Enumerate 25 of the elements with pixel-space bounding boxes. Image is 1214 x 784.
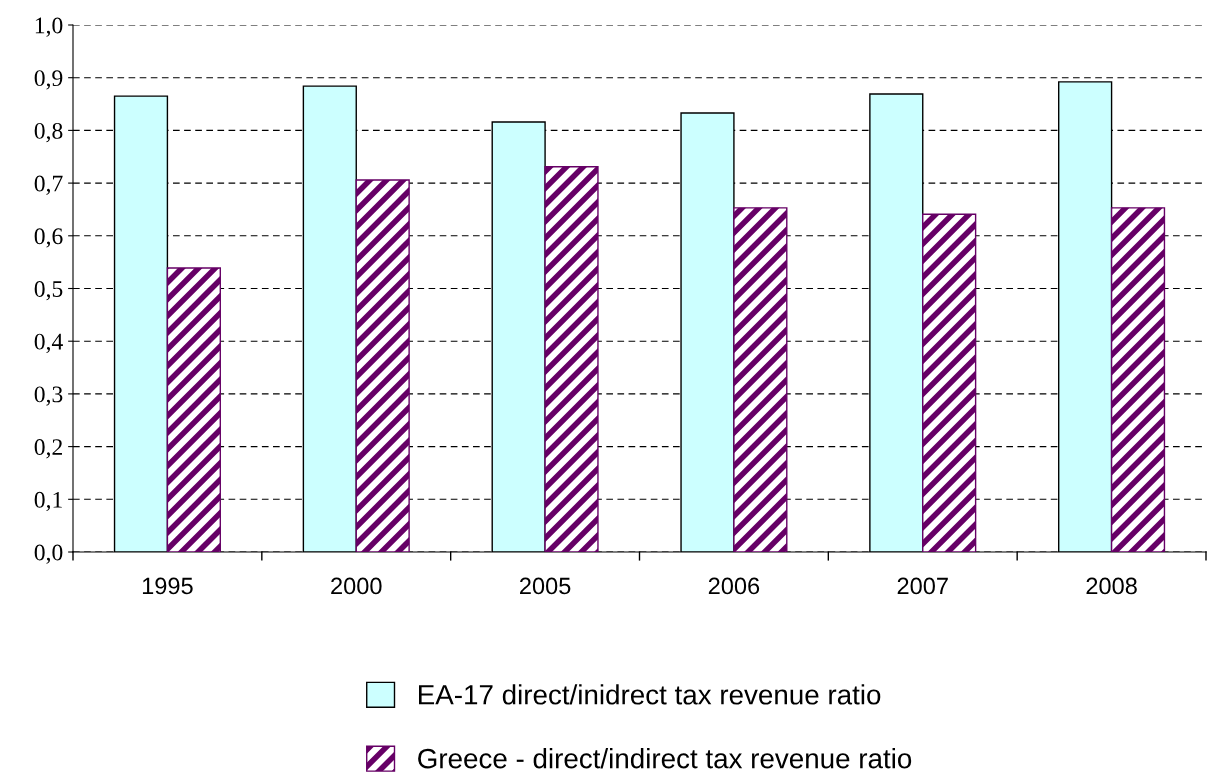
x-tick-label: 2005 xyxy=(520,577,571,595)
bar xyxy=(1110,207,1166,552)
y-tick-label: 0,7 xyxy=(34,175,63,195)
y-tick-label: 0,3 xyxy=(34,386,63,406)
bar xyxy=(166,267,221,552)
y-tick-label: 0,5 xyxy=(34,280,63,301)
bar xyxy=(355,179,410,552)
x-tick-label: 2000 xyxy=(331,577,382,595)
y-tick-label: 1,0 xyxy=(35,17,63,37)
bar xyxy=(733,207,788,552)
x-tick-label: 2006 xyxy=(708,577,760,595)
y-tick-label: 0,6 xyxy=(34,228,63,248)
bar xyxy=(544,166,599,552)
y-tick-label: 0,0 xyxy=(34,544,63,564)
y-tick-label: 0,2 xyxy=(34,439,62,459)
x-tick-label: 2007 xyxy=(897,577,948,595)
x-tick-label: 2008 xyxy=(1086,577,1137,595)
legend-label: EA-17 direct/inidrect tax revenue ratio xyxy=(419,684,881,705)
bar xyxy=(922,213,977,552)
y-tick-label: 0,8 xyxy=(34,122,63,143)
y-tick-label: 0,1 xyxy=(34,491,62,512)
x-tick-label: 1995 xyxy=(142,577,193,595)
y-tick-label: 0,4 xyxy=(34,333,63,354)
legend-label: Greece - direct/indirect tax revenue ratio xyxy=(418,748,912,769)
y-tick-label: 0,9 xyxy=(34,70,63,90)
